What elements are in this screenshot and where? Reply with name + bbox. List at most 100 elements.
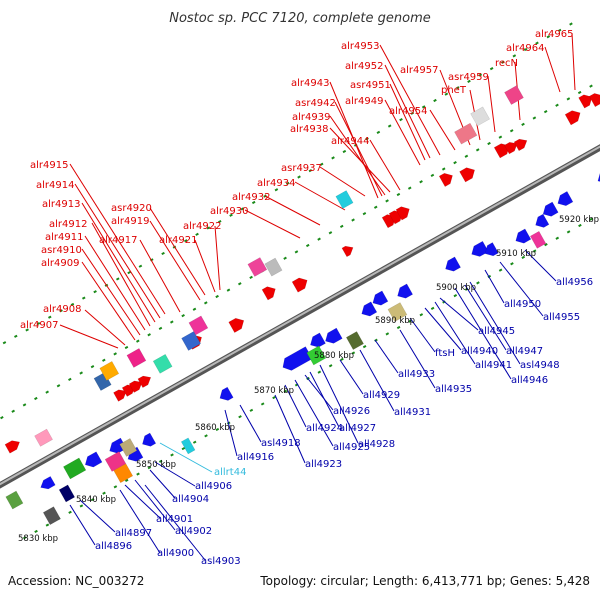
gene-label[interactable]: all4925 bbox=[333, 442, 370, 453]
gene-label[interactable]: ftsH bbox=[435, 348, 455, 359]
leader-line bbox=[434, 301, 476, 365]
gene-label[interactable]: alr4957 bbox=[400, 65, 438, 76]
gene-label[interactable]: alr4953 bbox=[341, 41, 379, 52]
gene-label[interactable]: asr4942 bbox=[295, 98, 336, 109]
gene-label[interactable]: alr4921 bbox=[159, 235, 197, 246]
gene-label[interactable]: alr4930 bbox=[210, 206, 248, 217]
gene-label[interactable]: pheT bbox=[441, 85, 467, 96]
tick-mark bbox=[328, 364, 333, 368]
gene-label[interactable]: all4923 bbox=[305, 459, 342, 470]
gene-box bbox=[181, 331, 201, 351]
tick-mark bbox=[70, 302, 75, 307]
gene-label[interactable]: all4933 bbox=[398, 369, 435, 380]
gene-label[interactable]: all4928 bbox=[358, 439, 395, 450]
gene-label[interactable]: alr4908 bbox=[43, 304, 81, 315]
tick-mark bbox=[93, 290, 97, 294]
gene-label[interactable]: all4941 bbox=[475, 360, 512, 371]
gene-label[interactable]: asr4910 bbox=[41, 245, 82, 256]
leader-line bbox=[214, 225, 221, 291]
gene-label[interactable]: alr4964 bbox=[506, 43, 544, 54]
gene-box bbox=[126, 348, 147, 368]
gene-label[interactable]: asr4951 bbox=[350, 80, 391, 91]
tick-mark bbox=[217, 219, 222, 224]
gene-label[interactable]: alr4913 bbox=[42, 199, 80, 210]
gene-label[interactable]: alr4943 bbox=[291, 78, 329, 89]
gene-label[interactable]: alr4954 bbox=[389, 106, 427, 117]
tick-mark bbox=[557, 28, 562, 32]
gene-label[interactable]: asl4918 bbox=[261, 438, 301, 449]
gene-label[interactable]: alr4965 bbox=[535, 29, 573, 40]
gene-label[interactable]: all4945 bbox=[478, 326, 515, 337]
gene-label[interactable]: all4924 bbox=[306, 423, 343, 434]
scale-label: 5850 kbp bbox=[136, 460, 176, 470]
gene-label[interactable]: recN bbox=[495, 58, 518, 69]
tick-mark bbox=[215, 294, 219, 299]
gene-label[interactable]: all4900 bbox=[157, 548, 194, 559]
gene-label[interactable]: all4897 bbox=[115, 528, 152, 539]
leader-line bbox=[339, 359, 364, 395]
leader-line bbox=[81, 261, 136, 341]
tick-mark bbox=[240, 207, 245, 211]
gene-label[interactable]: all4950 bbox=[504, 299, 541, 310]
gene-label[interactable]: alr4922 bbox=[183, 221, 221, 232]
tick-mark bbox=[113, 352, 117, 356]
gene-label[interactable]: alr4944 bbox=[331, 136, 369, 147]
gene-label[interactable]: alr4911 bbox=[45, 232, 83, 243]
gene-label[interactable]: all4940 bbox=[461, 346, 498, 357]
gene-label[interactable]: asl4903 bbox=[201, 556, 241, 567]
gene-label[interactable]: all4931 bbox=[394, 407, 431, 418]
leader-line bbox=[264, 195, 321, 226]
gene-label[interactable]: all4929 bbox=[363, 390, 400, 401]
gene-label[interactable]: alr4912 bbox=[49, 219, 87, 230]
gene-label[interactable]: all4926 bbox=[333, 406, 370, 417]
gene-label[interactable]: all4946 bbox=[511, 375, 548, 386]
tick-mark bbox=[566, 97, 571, 101]
gene-label[interactable]: all4955 bbox=[543, 312, 580, 323]
gene-label[interactable]: all4901 bbox=[156, 514, 193, 525]
gene-label[interactable]: alr4917 bbox=[99, 235, 137, 246]
gene-box bbox=[345, 331, 364, 350]
gene-label[interactable]: alr4919 bbox=[111, 216, 149, 227]
gene-label[interactable]: alr4932 bbox=[232, 192, 270, 203]
gene-box bbox=[34, 428, 53, 447]
gene-label[interactable]: alr4907 bbox=[20, 320, 58, 331]
gene-label[interactable]: all4896 bbox=[95, 541, 132, 552]
gene-label[interactable]: all4947 bbox=[506, 346, 543, 357]
gene-label[interactable]: alr4939 bbox=[292, 112, 330, 123]
leader-line bbox=[149, 469, 176, 499]
forward-gene-arrow bbox=[564, 110, 581, 126]
tick-mark bbox=[79, 504, 84, 508]
gene-label[interactable]: alr4949 bbox=[345, 96, 383, 107]
gene-label[interactable]: asl4948 bbox=[520, 360, 560, 371]
gene-label[interactable]: alr4914 bbox=[36, 180, 74, 191]
tick-mark bbox=[124, 345, 129, 350]
tick-mark bbox=[34, 529, 38, 534]
forward-gene-arrow bbox=[4, 440, 20, 454]
gene-box bbox=[99, 361, 120, 381]
gene-label[interactable]: alr4938 bbox=[290, 124, 328, 135]
leader-line bbox=[81, 202, 156, 323]
leader-line bbox=[81, 248, 141, 336]
gene-label[interactable]: alr4915 bbox=[30, 160, 68, 171]
forward-gene-arrow bbox=[578, 94, 593, 109]
gene-label[interactable]: all4902 bbox=[175, 526, 212, 537]
gene-label[interactable]: asr4959 bbox=[448, 72, 489, 83]
gene-label[interactable]: alr4952 bbox=[345, 61, 383, 72]
tick-mark bbox=[365, 137, 369, 141]
gene-label[interactable]: all4956 bbox=[556, 277, 593, 288]
gene-label[interactable]: all4935 bbox=[435, 384, 472, 395]
gene-label[interactable]: alr4934 bbox=[257, 178, 295, 189]
reverse-gene-arrow bbox=[484, 242, 499, 257]
gene-label[interactable]: all4904 bbox=[172, 494, 209, 505]
gene-label[interactable]: all4927 bbox=[339, 423, 376, 434]
gene-label[interactable]: alr4909 bbox=[41, 258, 79, 269]
gene-label[interactable]: all4916 bbox=[237, 452, 274, 463]
gene-box bbox=[306, 345, 327, 366]
gene-label[interactable]: asr4920 bbox=[111, 203, 152, 214]
tick-mark bbox=[297, 175, 301, 179]
tick-mark bbox=[115, 277, 120, 281]
gene-label[interactable]: asr4937 bbox=[281, 163, 322, 174]
gene-label[interactable]: all4906 bbox=[195, 481, 232, 492]
rna-gene-label[interactable]: allrt44 bbox=[214, 467, 246, 478]
tick-mark bbox=[453, 161, 457, 165]
